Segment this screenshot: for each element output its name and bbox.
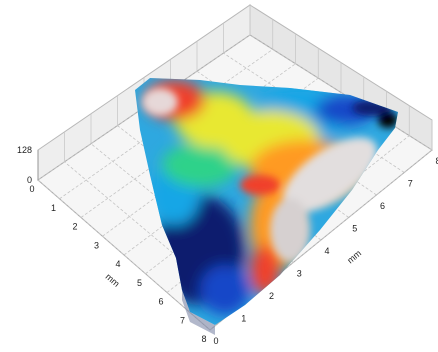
x-tick-label: 4 bbox=[115, 259, 120, 269]
x-tick-label: 5 bbox=[137, 278, 142, 288]
x-tick-label: 8 bbox=[201, 334, 206, 344]
z-tick-label: 0 bbox=[27, 175, 32, 185]
y-tick-label: 1 bbox=[241, 314, 246, 324]
y-tick-label: 5 bbox=[352, 224, 357, 234]
x-tick-label: 7 bbox=[180, 315, 185, 325]
y-axis-label: mm bbox=[345, 248, 363, 265]
x-tick-label: 2 bbox=[72, 222, 77, 232]
y-tick-label: 6 bbox=[380, 201, 385, 211]
z-tick-label: 128 bbox=[17, 145, 32, 155]
surface-skirt bbox=[182, 290, 215, 335]
y-tick-label: 7 bbox=[408, 179, 413, 189]
y-tick-label: 0 bbox=[213, 336, 218, 346]
x-tick-label: 0 bbox=[29, 184, 34, 194]
x-tick-label: 1 bbox=[51, 203, 56, 213]
x-tick-label: 6 bbox=[158, 297, 163, 307]
y-tick-label: 8 bbox=[435, 156, 438, 166]
y-tick-label: 2 bbox=[269, 291, 274, 301]
y-tick-label: 3 bbox=[297, 269, 302, 279]
x-tick-label: 3 bbox=[94, 240, 99, 250]
floor-gridline-y bbox=[37, 179, 211, 331]
y-tick-label: 4 bbox=[324, 246, 329, 256]
floor-gridline-x bbox=[37, 34, 251, 181]
x-axis-label: mm bbox=[104, 272, 122, 289]
